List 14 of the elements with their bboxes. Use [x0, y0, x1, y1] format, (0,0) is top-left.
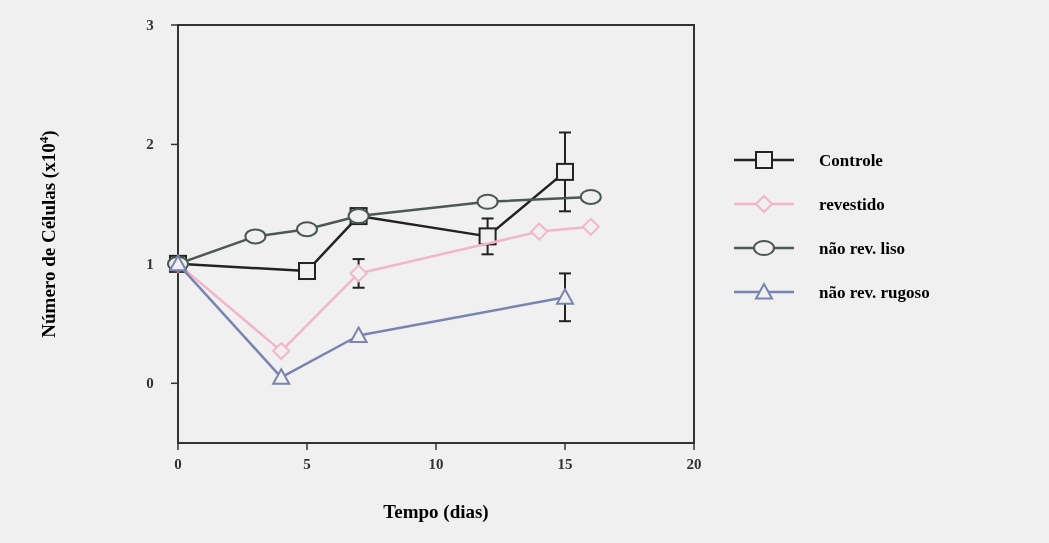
- x-tick-label: 5: [303, 456, 311, 472]
- y-tick-label: 2: [146, 136, 154, 153]
- legend-label: revestido: [819, 195, 885, 214]
- y-tick-label: 1: [146, 255, 154, 272]
- legend-label: não rev. liso: [819, 239, 906, 258]
- x-axis-title: Tempo (dias): [383, 501, 489, 523]
- y-tick-label: 0: [146, 375, 154, 392]
- legend-label: não rev. rugoso: [819, 283, 930, 302]
- x-tick-label: 10: [428, 456, 444, 472]
- legend-label: Controle: [819, 151, 884, 170]
- y-tick-label: 3: [146, 17, 154, 33]
- x-tick-label: 0: [174, 456, 182, 472]
- x-tick-label: 15: [557, 456, 573, 472]
- x-tick-label: 20: [686, 456, 702, 472]
